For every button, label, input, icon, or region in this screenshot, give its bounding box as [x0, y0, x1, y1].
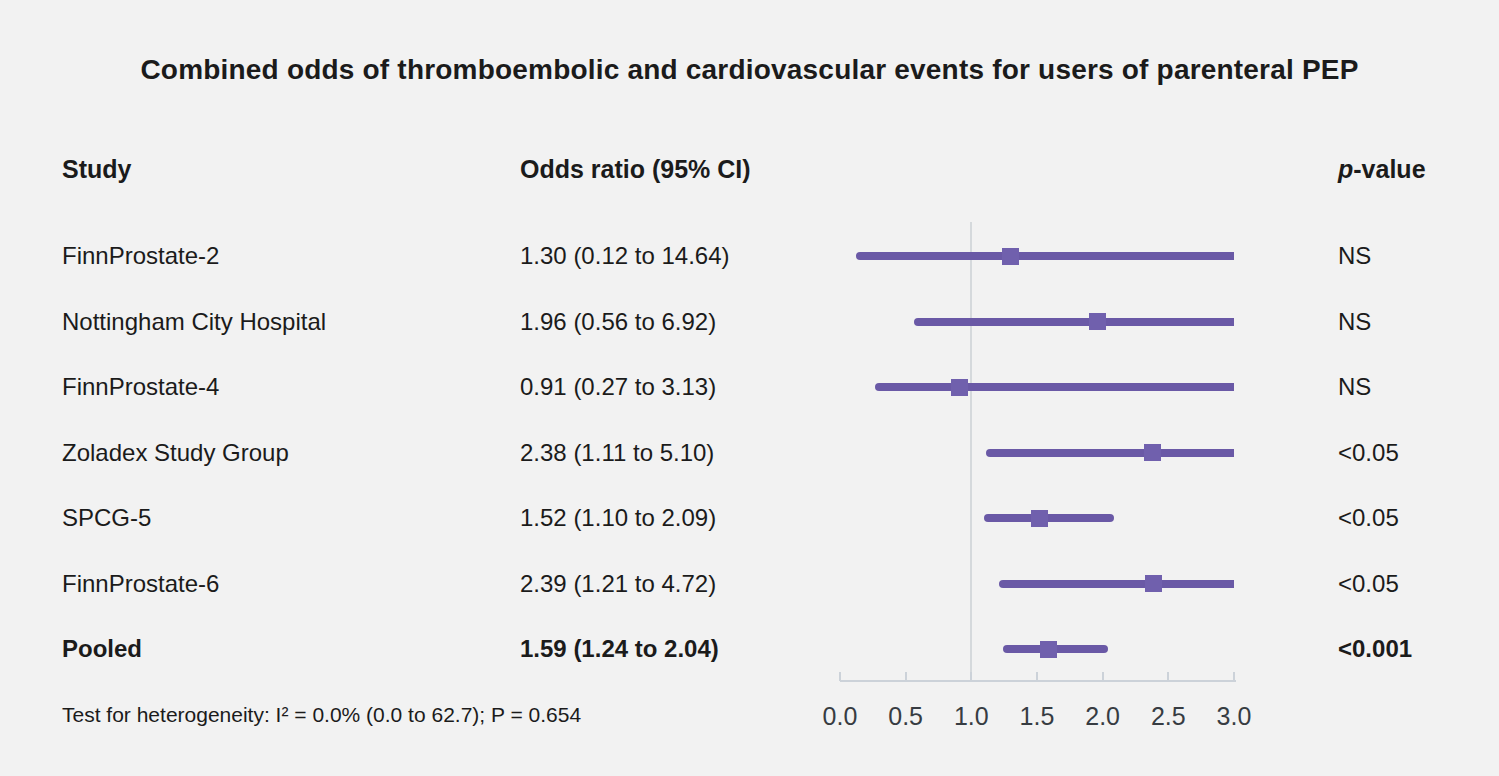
odds-ratio-label: 2.38 (1.11 to 5.10)	[520, 436, 714, 470]
page-title: Combined odds of thromboembolic and card…	[0, 54, 1499, 86]
x-axis-tick	[905, 672, 907, 681]
or-marker	[1145, 575, 1162, 592]
study-label: SPCG-5	[62, 501, 151, 535]
or-marker	[1089, 313, 1106, 330]
x-axis-tick-label: 1.0	[936, 702, 1006, 731]
x-axis-tick-label: 3.0	[1199, 702, 1269, 731]
x-axis-tick-label: 2.0	[1068, 702, 1138, 731]
p-value-label: <0.05	[1338, 501, 1399, 535]
odds-ratio-label: 0.91 (0.27 to 3.13)	[520, 370, 716, 404]
or-marker	[1031, 510, 1048, 527]
x-axis-tick-label: 0.0	[805, 702, 875, 731]
reference-line	[970, 222, 972, 682]
ci-bar	[914, 318, 1234, 326]
odds-ratio-label: 1.59 (1.24 to 2.04)	[520, 632, 719, 666]
ci-bar	[875, 383, 1234, 391]
p-value-label: <0.001	[1338, 632, 1412, 666]
study-label: FinnProstate-4	[62, 370, 219, 404]
study-label: FinnProstate-2	[62, 239, 219, 273]
p-value-label: NS	[1338, 370, 1371, 404]
or-marker	[1144, 444, 1161, 461]
odds-ratio-label: 2.39 (1.21 to 4.72)	[520, 567, 716, 601]
x-axis-tick	[1102, 672, 1104, 681]
x-axis-tick-label: 2.5	[1133, 702, 1203, 731]
or-marker	[1040, 641, 1057, 658]
study-label: FinnProstate-6	[62, 567, 219, 601]
column-header-odds-ratio: Odds ratio (95% CI)	[520, 155, 751, 184]
study-label: Nottingham City Hospital	[62, 305, 326, 339]
x-axis-tick	[1167, 672, 1169, 681]
x-axis-tick	[1036, 672, 1038, 681]
ci-bar	[984, 514, 1114, 522]
p-value-label: <0.05	[1338, 436, 1399, 470]
or-marker	[951, 379, 968, 396]
ci-bar	[856, 252, 1234, 260]
x-axis-tick	[839, 672, 841, 681]
odds-ratio-label: 1.30 (0.12 to 14.64)	[520, 239, 729, 273]
p-value-header-rest: -value	[1353, 155, 1425, 183]
odds-ratio-label: 1.52 (1.10 to 2.09)	[520, 501, 716, 535]
p-value-label: <0.05	[1338, 567, 1399, 601]
x-axis-tick-label: 0.5	[871, 702, 941, 731]
column-header-p-value: p-value	[1338, 155, 1426, 184]
ci-bar	[986, 449, 1234, 457]
heterogeneity-footnote: Test for heterogeneity: I² = 0.0% (0.0 t…	[62, 703, 581, 727]
p-value-label: NS	[1338, 239, 1371, 273]
or-marker	[1002, 248, 1019, 265]
p-value-label: NS	[1338, 305, 1371, 339]
forest-plot-figure: Combined odds of thromboembolic and card…	[0, 0, 1499, 776]
ci-bar	[999, 580, 1234, 588]
p-value-header-italic-p: p	[1338, 155, 1353, 183]
x-axis-tick-label: 1.5	[1002, 702, 1072, 731]
column-header-study: Study	[62, 155, 131, 184]
study-label: Pooled	[62, 632, 142, 666]
x-axis-line	[840, 680, 1236, 682]
odds-ratio-label: 1.96 (0.56 to 6.92)	[520, 305, 716, 339]
x-axis-tick	[970, 672, 972, 681]
x-axis-tick	[1233, 672, 1235, 681]
study-label: Zoladex Study Group	[62, 436, 289, 470]
